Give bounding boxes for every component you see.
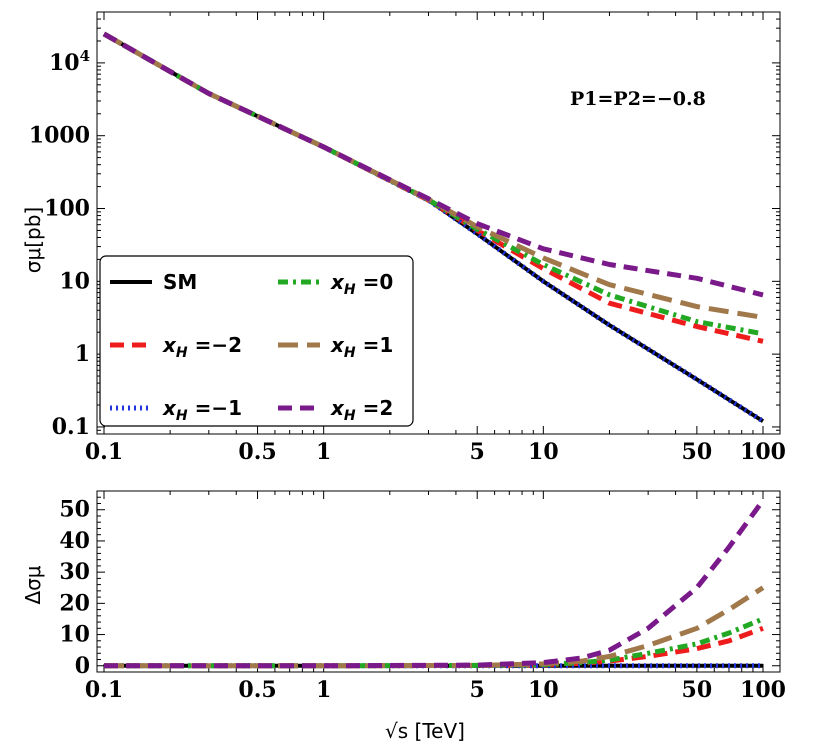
top-y-tick-label: 0.1 bbox=[52, 414, 90, 440]
top-tick-labels: 0.1 0.5 1 5 10 50 100 0.1 1 10 100 1000 104 bbox=[29, 47, 786, 465]
top-y-tick-label: 1 bbox=[75, 341, 90, 367]
top-y-tick-label: 10 bbox=[59, 268, 90, 294]
bottom-series-xh2 bbox=[104, 625, 764, 669]
bottom-y-tick-label: 30 bbox=[59, 559, 90, 585]
bottom-y-tick-label: 20 bbox=[59, 590, 90, 616]
bottom-x-tick-label: 0.5 bbox=[238, 677, 276, 703]
polarization-annotation: P1=P2=−0.8 bbox=[570, 88, 706, 110]
top-x-tick-label: 100 bbox=[740, 439, 786, 465]
legend-label: SM bbox=[163, 270, 197, 294]
top-y-axis-label: σμ[pb] bbox=[21, 207, 45, 273]
bottom-series bbox=[104, 498, 766, 669]
top-ticks bbox=[97, 11, 780, 435]
legend-label: xH =1 bbox=[330, 333, 393, 361]
top-x-tick-label: 50 bbox=[682, 439, 713, 465]
legend-box bbox=[99, 255, 414, 427]
top-y-tick-label: 100 bbox=[44, 196, 90, 222]
bottom-ticks bbox=[97, 491, 780, 672]
top-x-tick-label: 0.5 bbox=[238, 439, 276, 465]
top-x-tick-label: 10 bbox=[528, 439, 559, 465]
bottom-y-tick-label: 0 bbox=[75, 653, 90, 679]
bottom-y-axis-label: Δσμ bbox=[21, 565, 45, 604]
bottom-y-tick-label: 50 bbox=[59, 497, 90, 523]
bottom-panel: 0.1 0.5 1 5 10 50 100 0 10 20 30 40 50 Δσμ bbox=[21, 490, 786, 703]
top-y-tick-label: 1000 bbox=[29, 123, 90, 149]
top-series bbox=[102, 31, 765, 424]
bottom-x-tick-label: 10 bbox=[528, 677, 559, 703]
legend: SM xH =−2 xH =−1 xH =0 xH =1 xH =2 bbox=[99, 255, 414, 427]
bottom-series-xh0 bbox=[104, 616, 764, 669]
bottom-x-tick-label: 1 bbox=[316, 677, 331, 703]
bottom-series-xh2 bbox=[104, 498, 766, 669]
bottom-y-tick-label: 40 bbox=[59, 528, 90, 554]
bottom-tick-labels: 0.1 0.5 1 5 10 50 100 0 10 20 30 40 50 bbox=[59, 497, 786, 703]
bottom-y-tick-label: 10 bbox=[59, 622, 90, 648]
legend-label: xH =−1 bbox=[162, 396, 242, 424]
bottom-x-tick-label: 100 bbox=[740, 677, 786, 703]
bottom-plot-frame bbox=[96, 490, 781, 673]
bottom-x-tick-label: 0.1 bbox=[85, 677, 123, 703]
top-y-tick-label: 104 bbox=[49, 47, 90, 76]
top-panel: 0.1 0.5 1 5 10 50 100 0.1 1 10 100 1000 104 σμ[pb] P… bbox=[21, 11, 786, 465]
legend-label: xH =−2 bbox=[162, 333, 242, 361]
bottom-x-tick-label: 50 bbox=[682, 677, 713, 703]
x-axis-label: √s [TeV] bbox=[385, 719, 465, 743]
bottom-x-tick-label: 5 bbox=[470, 677, 485, 703]
legend-label: xH =0 bbox=[330, 270, 393, 298]
top-plot-frame bbox=[96, 11, 781, 435]
top-x-tick-label: 5 bbox=[470, 439, 485, 465]
top-series-xh2 bbox=[102, 31, 764, 298]
top-x-tick-label: 1 bbox=[316, 439, 331, 465]
top-x-tick-label: 0.1 bbox=[85, 439, 123, 465]
legend-label: xH =2 bbox=[330, 396, 393, 424]
